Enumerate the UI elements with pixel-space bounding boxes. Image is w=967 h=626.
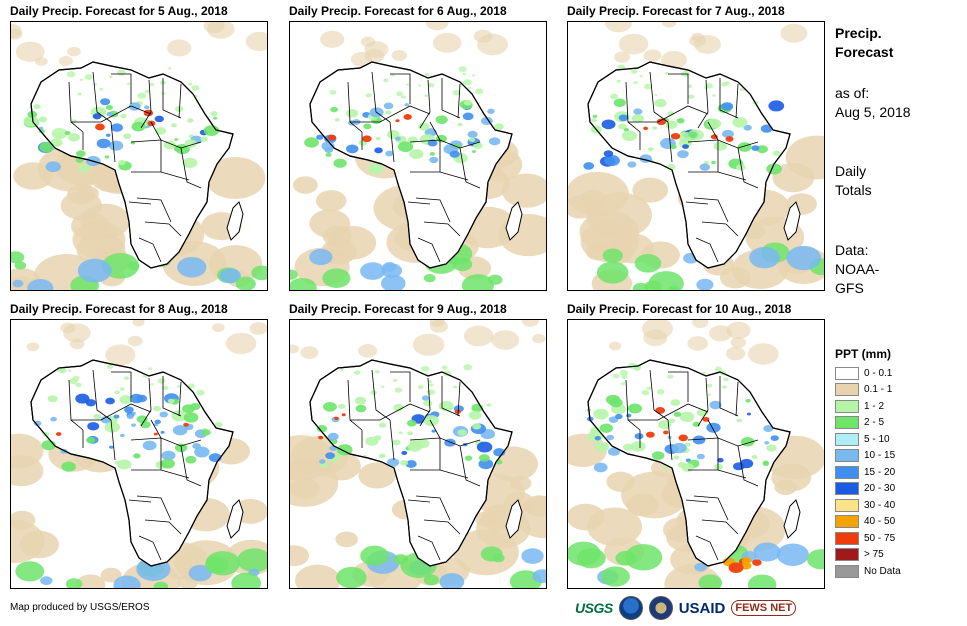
legend-label: 5 - 10 (864, 433, 890, 445)
forecast-panel-5: Daily Precip. Forecast for 9 Aug., 2018 (289, 302, 547, 592)
legend-item: 5 - 10 (835, 431, 901, 448)
legend-item: 0.1 - 1 (835, 382, 901, 399)
panel-title: Daily Precip. Forecast for 9 Aug., 2018 (289, 302, 507, 316)
precip-map (10, 21, 268, 291)
legend-label: 40 - 50 (864, 516, 896, 528)
legend-swatch (835, 416, 859, 430)
legend-item: 50 - 75 (835, 530, 901, 547)
africa-precip-map (568, 320, 824, 588)
data-source-line2: NOAA- (835, 261, 880, 277)
legend-label: 1 - 2 (864, 400, 885, 412)
legend-swatch (835, 399, 859, 413)
precip-map (567, 21, 825, 291)
forecast-panel-1: Daily Precip. Forecast for 5 Aug., 2018 (10, 4, 268, 294)
legend-item: No Data (835, 563, 901, 580)
legend-label: 0.1 - 1 (864, 384, 893, 396)
legend-title: PPT (mm) (835, 347, 892, 361)
legend-swatch (835, 482, 859, 496)
legend-item: 0 - 0.1 (835, 365, 901, 382)
legend-label: 50 - 75 (864, 532, 896, 544)
legend-label: > 75 (864, 549, 884, 561)
legend-item: 15 - 20 (835, 464, 901, 481)
legend-label: 10 - 15 (864, 450, 896, 462)
totals-line2: Totals (835, 182, 872, 198)
agency-logos: USGS USAID FEWS NET (575, 596, 797, 620)
ppt-legend: PPT (mm) 0 - 0.1 0.1 - 1 1 - 2 2 - 5 5 - 10 1… (835, 347, 901, 580)
asof-date: Aug 5, 2018 (835, 104, 911, 120)
sidebar-title-line1: Precip. (835, 25, 882, 41)
panel-title: Daily Precip. Forecast for 10 Aug., 2018 (567, 302, 792, 316)
legend-label: No Data (864, 565, 901, 577)
legend-label: 30 - 40 (864, 499, 896, 511)
africa-precip-map (568, 22, 824, 290)
legend-item: 20 - 30 (835, 481, 901, 498)
legend-item: 2 - 5 (835, 415, 901, 432)
precip-map (567, 319, 825, 589)
precip-map (289, 21, 547, 291)
usaid-logo: USAID (678, 599, 726, 617)
legend-item: 10 - 15 (835, 448, 901, 465)
panel-title: Daily Precip. Forecast for 5 Aug., 2018 (10, 4, 228, 18)
legend-item: > 75 (835, 547, 901, 564)
fews-net-logo: FEWS NET (731, 600, 797, 616)
data-source-line3: GFS (835, 280, 864, 296)
panel-title: Daily Precip. Forecast for 6 Aug., 2018 (289, 4, 507, 18)
legend-swatch (835, 515, 859, 529)
state-department-seal (648, 596, 673, 620)
asof-label: as of: (835, 85, 870, 101)
legend-swatch (835, 366, 859, 380)
legend-swatch (835, 564, 859, 578)
legend-label: 0 - 0.1 (864, 367, 893, 379)
precip-map (289, 319, 547, 589)
legend-swatch (835, 465, 859, 479)
africa-precip-map (290, 320, 546, 588)
noaa-logo (618, 596, 643, 620)
data-source-label: Data: (835, 242, 869, 258)
forecast-panel-4: Daily Precip. Forecast for 8 Aug., 2018 (10, 302, 268, 592)
map-credit: Map produced by USGS/EROS (10, 602, 150, 613)
forecast-panel-3: Daily Precip. Forecast for 7 Aug., 2018 (567, 4, 825, 294)
legend-item: 1 - 2 (835, 398, 901, 415)
legend-swatch (835, 383, 859, 397)
legend-label: 20 - 30 (864, 483, 896, 495)
legend-item: 30 - 40 (835, 497, 901, 514)
legend-label: 15 - 20 (864, 466, 896, 478)
legend-swatch (835, 432, 859, 446)
precip-map (10, 319, 268, 589)
usgs-logo: USGS (575, 600, 613, 616)
panel-title: Daily Precip. Forecast for 8 Aug., 2018 (10, 302, 228, 316)
africa-precip-map (290, 22, 546, 290)
legend-label: 2 - 5 (864, 417, 885, 429)
forecast-panel-2: Daily Precip. Forecast for 6 Aug., 2018 (289, 4, 547, 294)
legend-swatch (835, 548, 859, 562)
legend-swatch (835, 531, 859, 545)
legend-swatch (835, 449, 859, 463)
sidebar-title-line2: Forecast (835, 44, 894, 60)
africa-precip-map (11, 22, 267, 290)
panel-title: Daily Precip. Forecast for 7 Aug., 2018 (567, 4, 785, 18)
forecast-panel-6: Daily Precip. Forecast for 10 Aug., 2018 (567, 302, 825, 592)
legend-item: 40 - 50 (835, 514, 901, 531)
legend-swatch (835, 498, 859, 512)
totals-line1: Daily (835, 163, 867, 179)
africa-precip-map (11, 320, 267, 588)
map-info-sidebar: Precip. Forecast as of: Aug 5, 2018 Dail… (835, 24, 960, 324)
